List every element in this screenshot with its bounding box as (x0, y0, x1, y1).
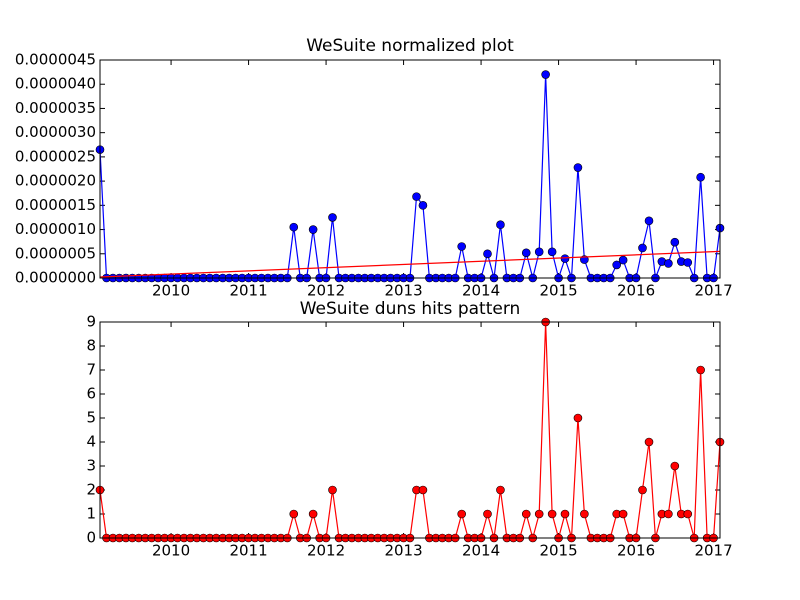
y-tick-label: 0.0000010 (15, 220, 96, 238)
data-point (644, 437, 654, 447)
data-point (534, 247, 544, 257)
data-point (289, 222, 299, 232)
series-line (99, 250, 721, 278)
data-point (670, 461, 680, 471)
data-point (289, 509, 299, 519)
data-point (670, 237, 680, 247)
data-point (418, 201, 428, 210)
data-point (573, 413, 583, 423)
data-point (618, 509, 628, 519)
y-tick-label: 0.0000040 (15, 75, 96, 93)
data-point (457, 509, 466, 519)
data-point (560, 254, 570, 263)
data-point (308, 509, 318, 519)
data-point (496, 220, 505, 230)
plot-area (100, 60, 720, 278)
plot-frame (99, 59, 721, 279)
y-tick-label: 0.0000000 (15, 269, 96, 287)
y-tick-label: 5 (86, 409, 96, 427)
x-tick-label: 2014 (462, 282, 500, 300)
x-tick-label: 2013 (384, 282, 422, 300)
data-point (547, 247, 557, 257)
data-point (618, 255, 628, 265)
data-point (483, 509, 492, 519)
data-point (638, 243, 647, 253)
y-tick-label: 0.0000015 (15, 196, 96, 214)
x-tick-label: 2013 (384, 542, 422, 560)
y-tick-label: 0.0000005 (15, 244, 96, 262)
data-point (580, 509, 589, 519)
y-tick-label: 0.0000045 (15, 51, 96, 69)
y-tick-label: 0 (86, 529, 96, 547)
data-point (644, 216, 654, 226)
data-point (683, 509, 693, 519)
x-tick-label: 2016 (617, 282, 655, 300)
y-tick-label: 9 (86, 313, 96, 331)
data-point (683, 258, 693, 267)
y-tick-label: 6 (86, 385, 96, 403)
plot-area (100, 322, 720, 538)
x-tick-label: 2015 (539, 282, 577, 300)
data-point (521, 248, 531, 258)
data-point (412, 192, 421, 201)
data-point (457, 242, 466, 251)
x-tick-label: 2017 (694, 282, 732, 300)
chart-title: WeSuite normalized plot (306, 36, 514, 56)
data-point (664, 509, 673, 519)
y-tick-label: 8 (86, 337, 96, 355)
x-tick-label: 2011 (229, 542, 267, 560)
data-point (308, 225, 318, 234)
y-tick-label: 0.0000030 (15, 123, 96, 141)
data-point (418, 485, 428, 495)
y-tick-label: 0.0000025 (15, 147, 96, 165)
data-point (328, 213, 337, 222)
y-tick-label: 7 (86, 361, 96, 379)
x-tick-label: 2016 (617, 542, 655, 560)
x-tick-label: 2010 (152, 542, 190, 560)
data-point (541, 70, 550, 79)
data-point (696, 172, 705, 182)
data-point (328, 485, 337, 495)
y-tick-label: 1 (86, 505, 96, 523)
x-tick-label: 2014 (462, 542, 500, 560)
y-tick-label: 0.0000035 (15, 99, 96, 117)
y-tick-label: 0.0000020 (15, 172, 96, 190)
data-point (521, 509, 531, 519)
plot-frame (99, 321, 721, 539)
data-point (534, 509, 544, 519)
x-tick-label: 2015 (539, 542, 577, 560)
chart-title: WeSuite duns hits pattern (300, 299, 521, 319)
data-point (664, 259, 673, 268)
data-point (638, 485, 647, 495)
data-point (696, 365, 705, 375)
y-tick-label: 4 (86, 433, 96, 451)
x-tick-label: 2012 (307, 282, 345, 300)
data-point (496, 485, 505, 495)
x-tick-label: 2010 (152, 282, 190, 300)
data-point (483, 249, 492, 259)
data-point (547, 509, 557, 519)
data-point (612, 260, 621, 270)
x-tick-label: 2017 (694, 542, 732, 560)
y-tick-label: 2 (86, 481, 96, 499)
data-point (573, 163, 583, 172)
y-tick-label: 3 (86, 457, 96, 475)
x-tick-label: 2011 (229, 282, 267, 300)
x-tick-label: 2012 (307, 542, 345, 560)
data-point (560, 509, 570, 519)
